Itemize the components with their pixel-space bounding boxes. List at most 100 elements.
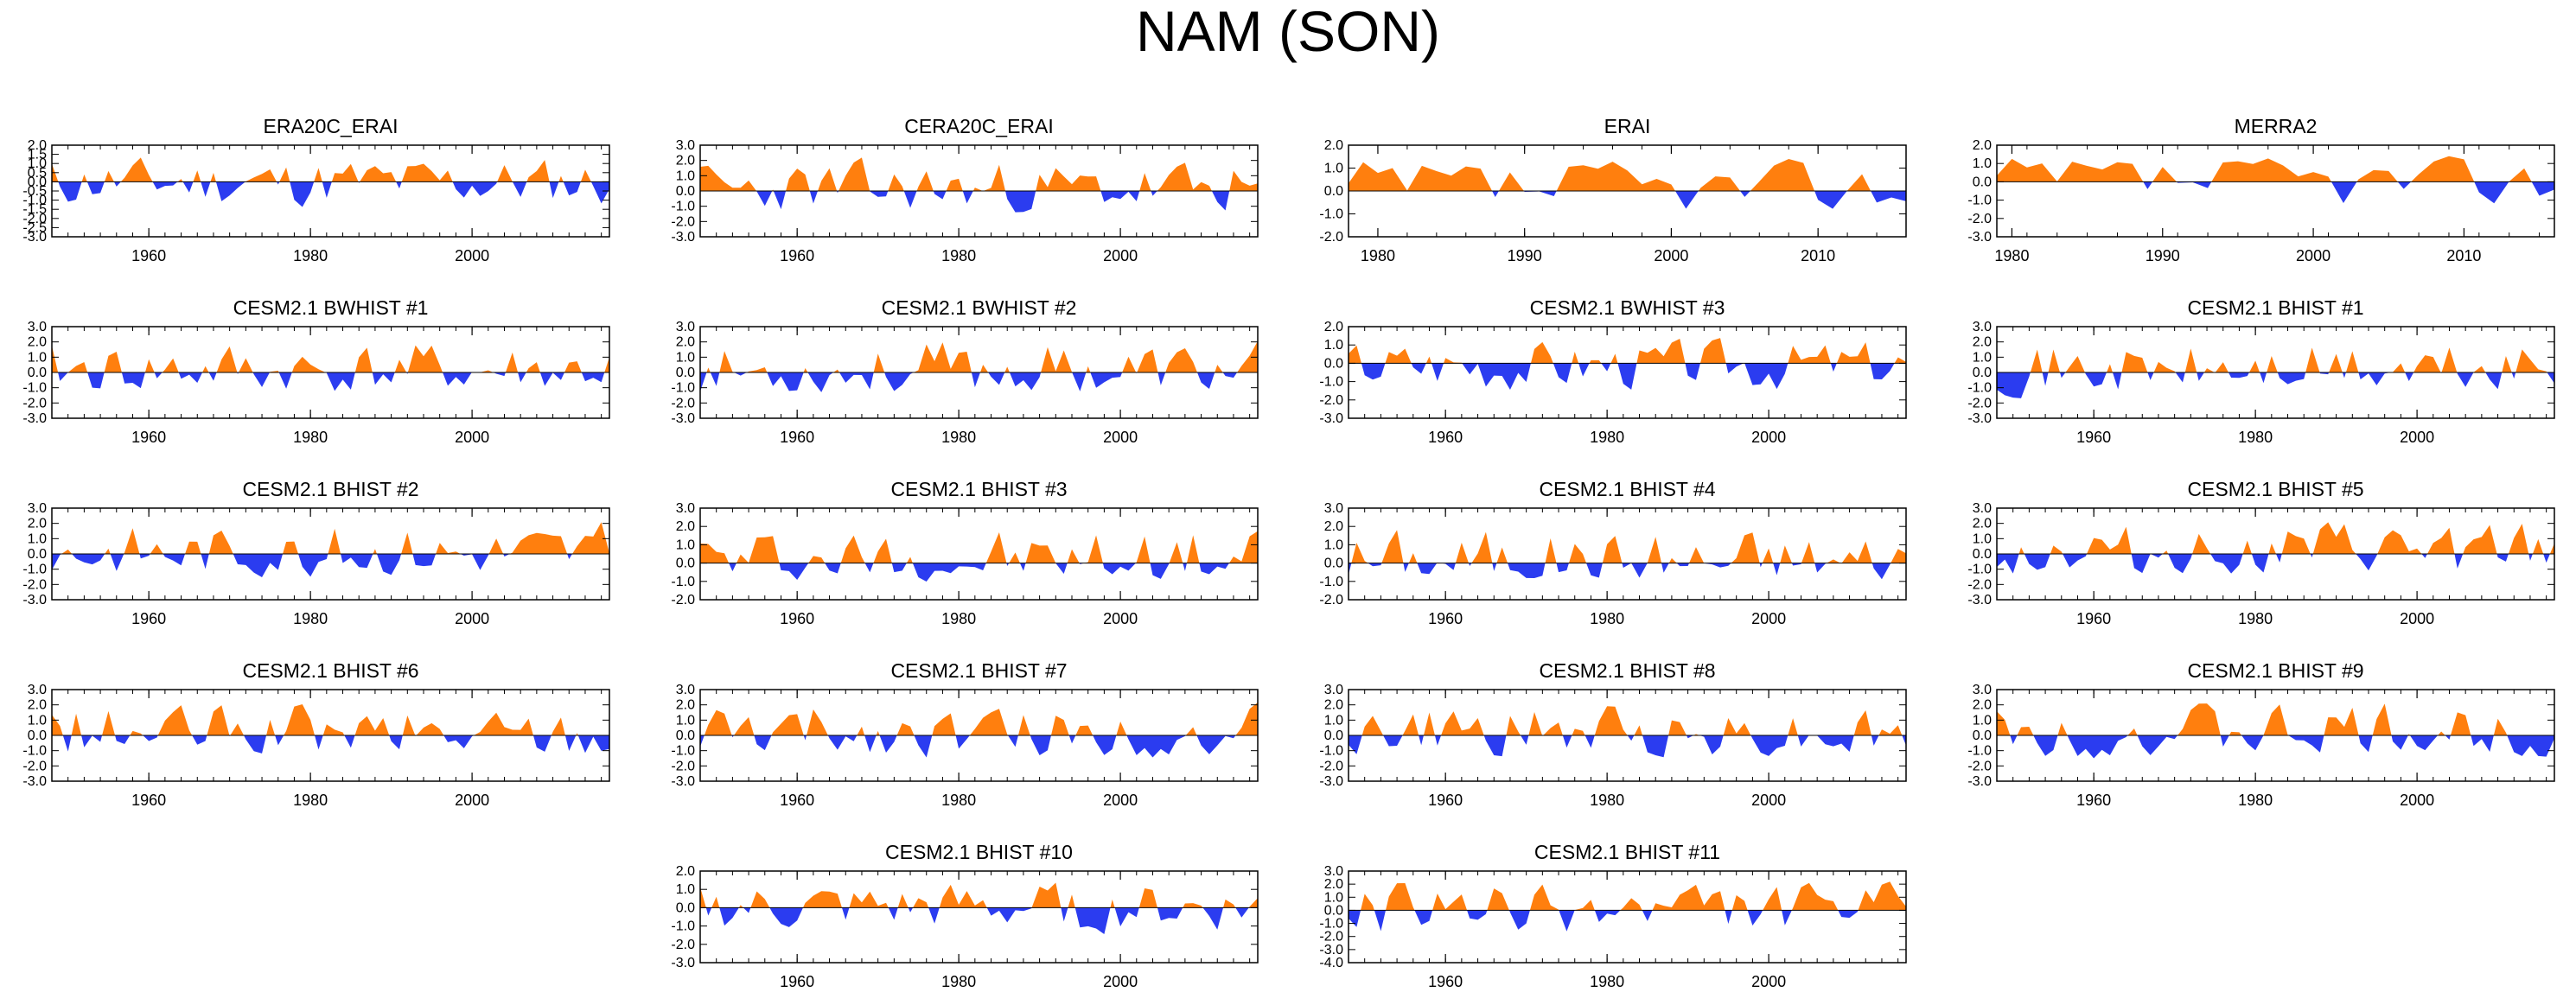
x-tick-label: 1990	[1508, 247, 1542, 264]
x-tick-label: 2000	[2400, 792, 2434, 809]
y-tick-label: -3.0	[1967, 411, 1992, 426]
positive-area	[1349, 706, 1906, 735]
negative-area	[700, 372, 1258, 392]
x-tick-label: 1980	[293, 792, 328, 809]
panel-12: CESM2.1 BHIST #5 3.02.01.00.0-1.0-2.0-3.0…	[1967, 478, 2555, 627]
y-tick-label: 1.0	[1973, 156, 1992, 171]
x-tick-label: 1980	[1361, 247, 1395, 264]
panel-5: CESM2.1 BWHIST #1 3.02.01.00.0-1.0-2.0-3.…	[22, 296, 610, 446]
x-tick-label: 1960	[2076, 792, 2111, 809]
plot-frame	[699, 870, 1259, 964]
y-tick-label: -2.5	[22, 220, 47, 235]
x-tick-label: 2000	[455, 429, 489, 446]
x-tick-label: 1980	[941, 247, 976, 264]
y-tick-label: 3.0	[676, 320, 695, 334]
x-tick-label: 1960	[131, 792, 166, 809]
y-tick-label: -3.0	[22, 411, 47, 426]
y-tick-label: 3.0	[676, 501, 695, 516]
panel-2: CERA20C_ERAI 3.02.01.00.0-1.0-2.0-3.0 1960…	[671, 115, 1259, 264]
panel-6: CESM2.1 BWHIST #2 3.02.01.00.0-1.0-2.0-3.…	[671, 296, 1259, 446]
x-tick-label: 2000	[2400, 610, 2434, 627]
positive-area	[700, 157, 1258, 191]
x-tick-label: 1980	[1590, 973, 1624, 990]
negative-area	[52, 181, 609, 207]
y-tick-label: -2.0	[1967, 212, 1992, 226]
y-tick-label: 2.0	[28, 698, 47, 713]
y-tick-label: 0.0	[676, 184, 695, 199]
y-tick-label: -3.0	[22, 230, 47, 245]
y-tick-label: 2.0	[1324, 138, 1343, 153]
x-tick-label: 1980	[941, 792, 976, 809]
x-tick-label: 2010	[2446, 247, 2481, 264]
negative-area	[1349, 735, 1906, 758]
y-tick-label: 2.0	[1324, 519, 1343, 534]
y-tick-label: -2.0	[671, 593, 695, 607]
x-tick-label: 1980	[1994, 247, 2029, 264]
plot-frame	[1348, 870, 1907, 964]
x-tick-label: 1980	[941, 973, 976, 990]
y-tick-label: -2.0	[22, 212, 47, 226]
panel-11: CESM2.1 BHIST #4 3.0 2.0 1.0 0.0 -1.0 -2.0 1960…	[1319, 478, 1907, 627]
y-tick-label: -3.0	[671, 230, 695, 245]
y-tick-label: -3.0	[1319, 774, 1343, 789]
plot-frame	[1348, 507, 1907, 601]
negative-area	[52, 735, 609, 754]
y-tick-label: 0.0	[1324, 903, 1343, 918]
negative-area	[700, 191, 1258, 213]
panel-10: CESM2.1 BHIST #3 3.0 2.0 1.0 0.0 -1.0 -2.0 1960…	[671, 478, 1259, 627]
y-tick-label: -1.5	[22, 202, 47, 217]
y-tick-label: -2.0	[1319, 230, 1343, 245]
positive-area	[1349, 881, 1906, 911]
panel-title: CESM2.1 BHIST #4	[1539, 478, 1715, 500]
panel-title: CESM2.1 BWHIST #2	[882, 296, 1077, 319]
x-tick-label: 1960	[780, 429, 814, 446]
y-tick-label: 2.0	[676, 335, 695, 350]
y-tick-label: 2.0	[1973, 138, 1992, 153]
panel-title: CESM2.1 BHIST #6	[242, 659, 418, 682]
y-tick-label: 1.0	[1973, 350, 1992, 365]
y-tick-label: -2.0	[671, 938, 695, 952]
y-tick-label: 1.0	[676, 882, 695, 897]
y-tick-label: -1.0	[671, 381, 695, 396]
plot-frame	[1348, 326, 1907, 419]
x-tick-label: 1980	[2238, 792, 2273, 809]
y-tick-label: 1.0	[28, 350, 47, 365]
x-tick-label: 1960	[1428, 973, 1463, 990]
x-tick-label: 2000	[1751, 610, 1786, 627]
panel-title: CERA20C_ERAI	[904, 115, 1054, 137]
y-tick-label: 1.0	[1324, 890, 1343, 905]
y-tick-label: -1.0	[671, 200, 695, 214]
panel-14: CESM2.1 BHIST #7 3.02.01.00.0-1.0-2.0-3.0…	[671, 659, 1259, 809]
y-tick-label: -1.0	[1967, 194, 1992, 208]
x-tick-label: 2000	[1103, 792, 1138, 809]
y-tick-label: -1.0	[1319, 917, 1343, 932]
y-tick-label: 2.0	[28, 517, 47, 531]
y-tick-label: -1.0	[1967, 744, 1992, 759]
y-tick-label: 0.0	[1973, 175, 1992, 189]
x-tick-label: 1980	[1590, 429, 1624, 446]
y-tick-label: 0.0	[1324, 728, 1343, 743]
x-tick-label: 2000	[455, 792, 489, 809]
positive-area	[52, 345, 609, 372]
y-tick-label: -3.0	[1319, 411, 1343, 426]
y-tick-label: 2.0	[28, 138, 47, 153]
y-tick-label: 0.0	[28, 366, 47, 380]
negative-area	[1997, 372, 2554, 398]
positive-area	[700, 531, 1258, 563]
negative-area	[1997, 181, 2554, 204]
y-tick-label: -2.0	[22, 577, 47, 592]
x-tick-label: 2010	[1801, 247, 1835, 264]
y-tick-label: 0.0	[28, 175, 47, 189]
panel-title: CESM2.1 BHIST #3	[890, 478, 1067, 500]
positive-area	[700, 882, 1258, 908]
y-tick-label: -3.0	[1967, 593, 1992, 607]
y-tick-label: 0.0	[1324, 184, 1343, 199]
negative-area	[1349, 191, 1906, 209]
panel-title: CESM2.1 BHIST #7	[890, 659, 1067, 682]
y-tick-label: 3.0	[676, 683, 695, 697]
x-tick-label: 2000	[1103, 247, 1138, 264]
y-tick-label: 0.0	[1973, 366, 1992, 380]
positive-area	[52, 157, 609, 182]
negative-area	[700, 735, 1258, 758]
y-tick-label: 3.0	[676, 138, 695, 153]
